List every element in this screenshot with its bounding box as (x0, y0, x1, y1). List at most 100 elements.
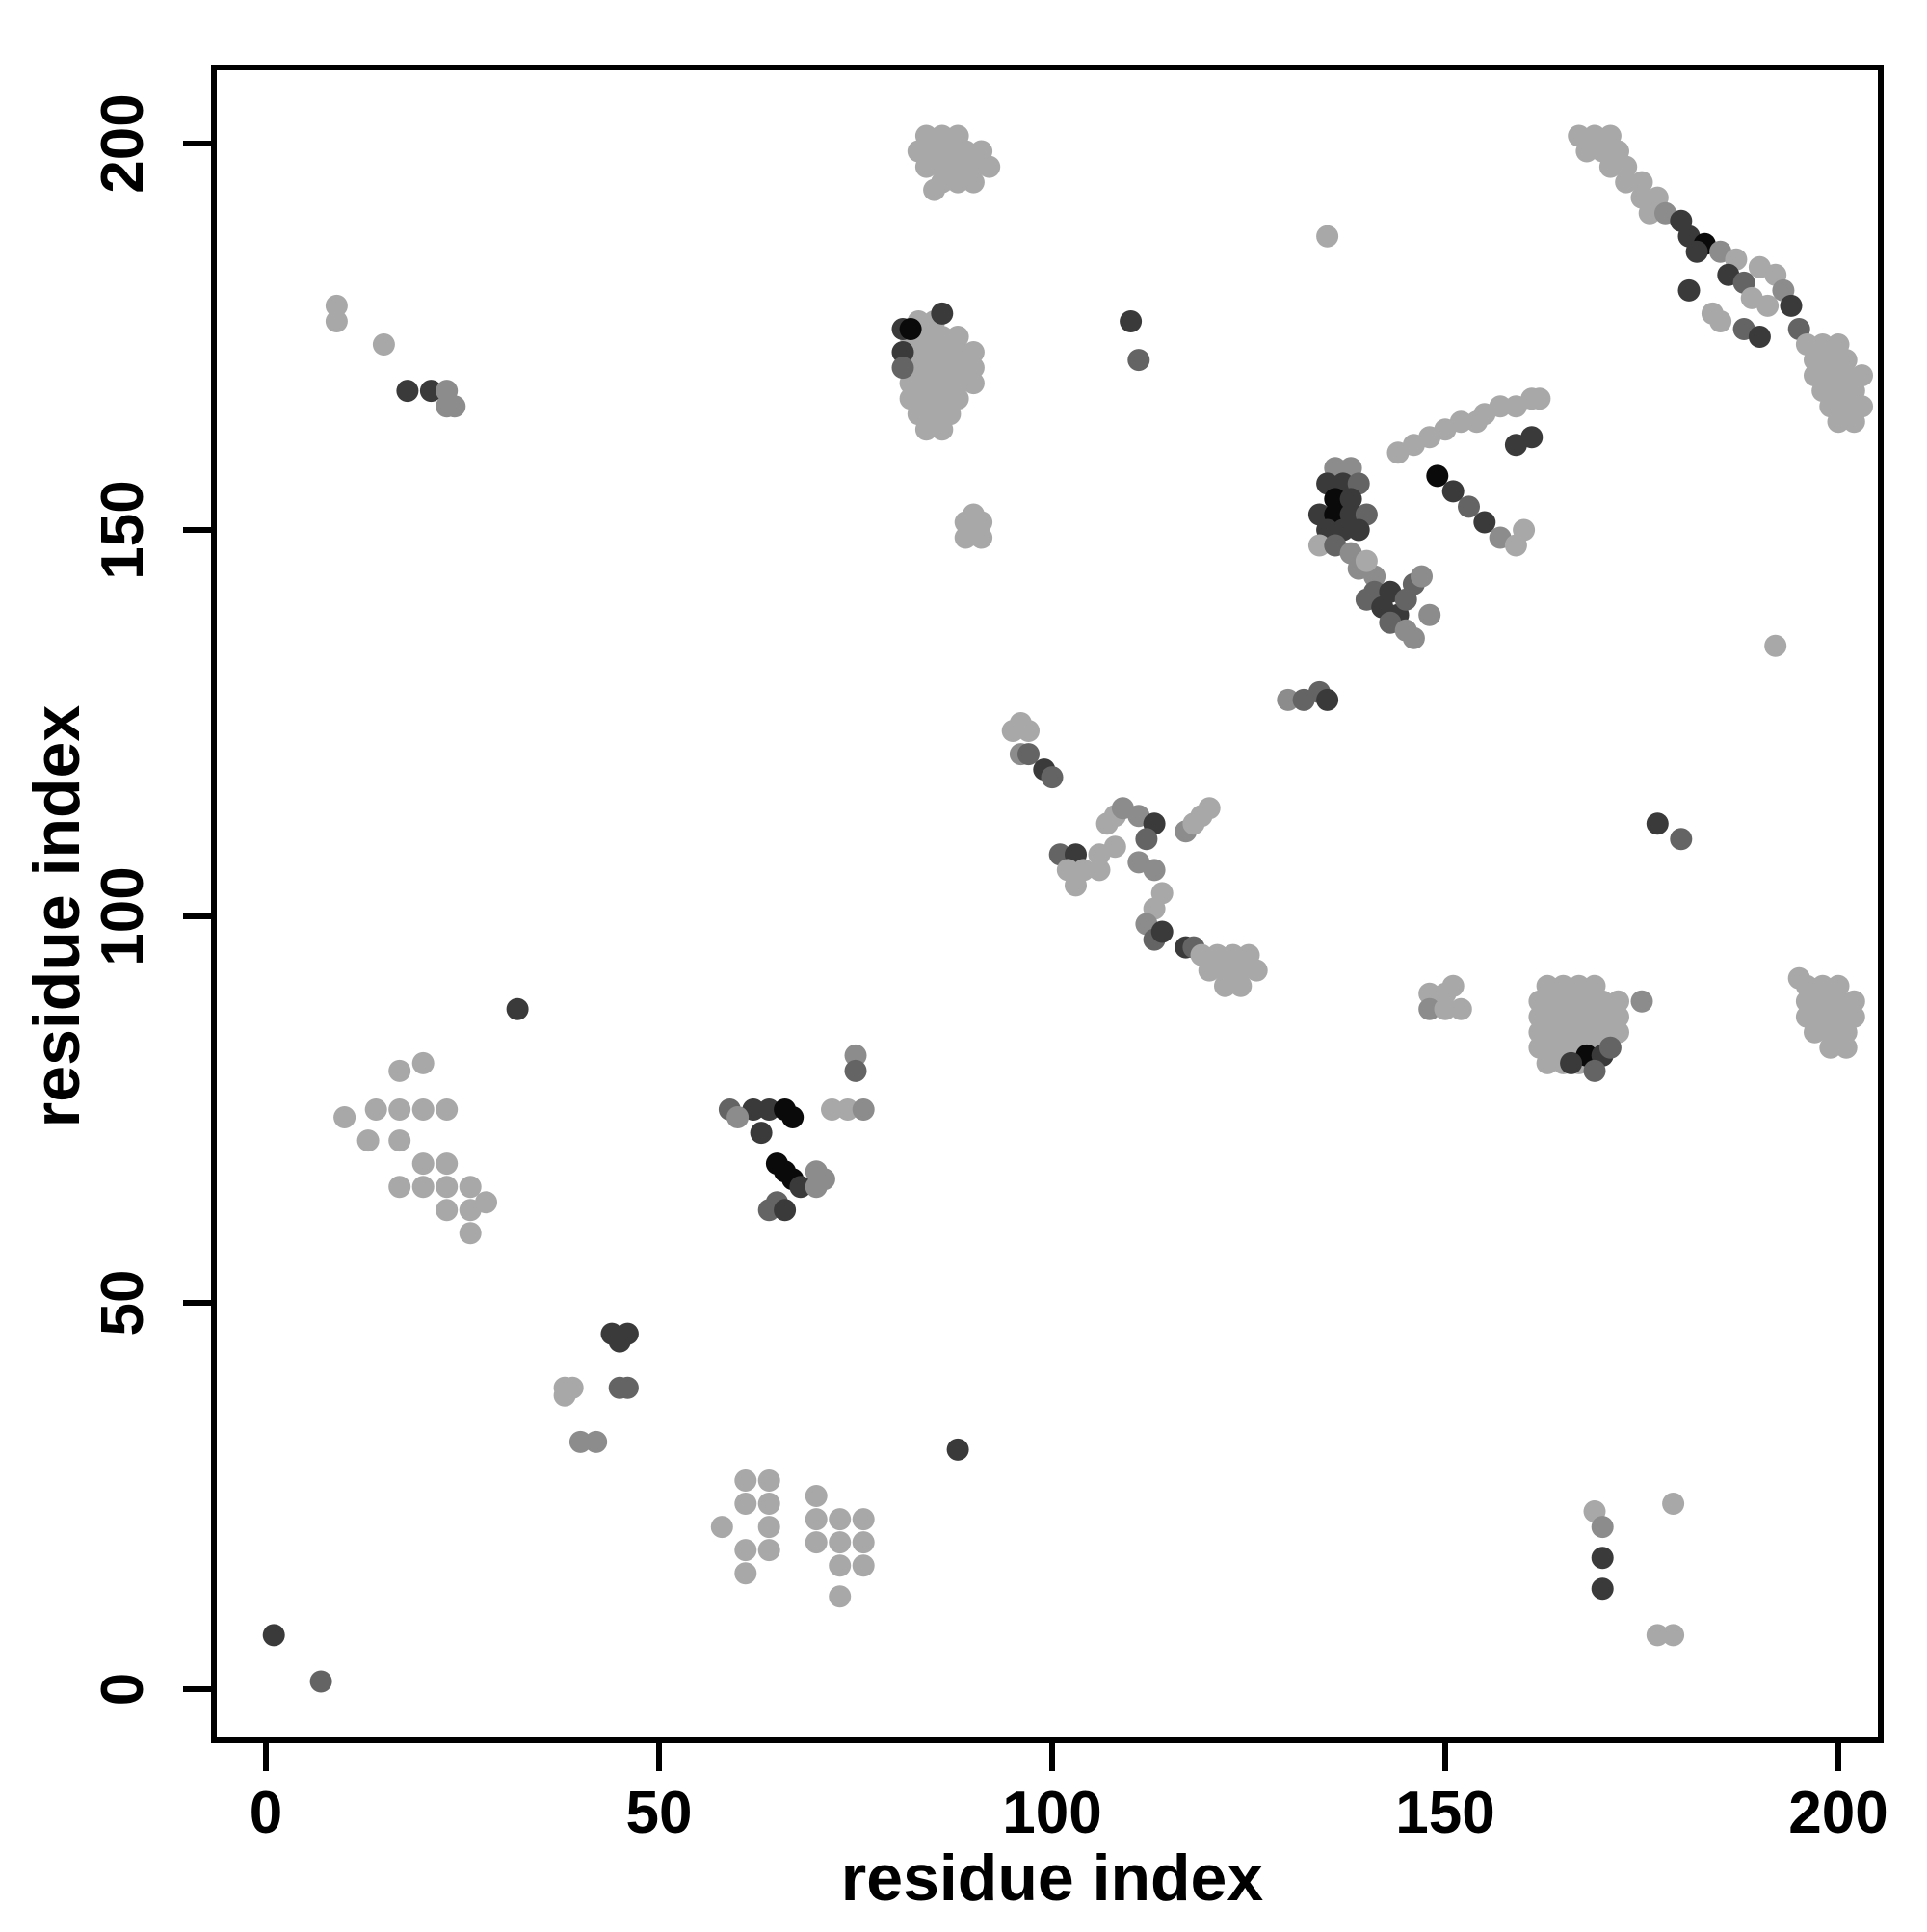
data-point (1544, 1020, 1567, 1044)
data-point (789, 1176, 812, 1199)
data-point (1677, 278, 1701, 302)
data-point (1316, 688, 1339, 711)
data-point (262, 1624, 285, 1647)
data-point (1150, 920, 1174, 943)
data-point (1630, 171, 1653, 194)
data-point (1811, 990, 1835, 1013)
data-point (1804, 349, 1826, 372)
data-point (1229, 959, 1253, 982)
data-point (1842, 410, 1865, 434)
data-point (411, 1051, 435, 1074)
data-point (931, 357, 954, 380)
data-point (1528, 1020, 1551, 1044)
data-point (506, 997, 529, 1020)
data-point (1418, 982, 1441, 1005)
data-point (1583, 1059, 1606, 1082)
data-point (750, 1122, 773, 1145)
data-point (1001, 720, 1024, 742)
data-point (774, 1199, 797, 1222)
y-tick-label: 100 (90, 866, 156, 966)
data-point (1607, 990, 1629, 1013)
data-point (1591, 1547, 1614, 1570)
data-point (946, 171, 969, 194)
data-point (1764, 634, 1787, 657)
data-point (1214, 959, 1236, 982)
data-point (1544, 990, 1567, 1013)
data-point (1355, 549, 1378, 572)
data-point (1088, 859, 1111, 882)
data-point (1402, 626, 1425, 649)
data-point (1748, 326, 1771, 348)
data-point (734, 1469, 757, 1492)
data-point (1591, 1577, 1614, 1601)
data-point (891, 341, 914, 363)
data-point (1560, 1020, 1583, 1044)
data-point (436, 1098, 459, 1121)
data-point (962, 171, 985, 194)
data-point (325, 294, 348, 317)
data-point (1827, 410, 1850, 434)
data-point (899, 318, 922, 340)
data-point (419, 380, 442, 403)
x-tick-label: 0 (250, 1780, 282, 1846)
data-point (1041, 766, 1064, 789)
data-point (1449, 410, 1472, 434)
data-point (970, 526, 993, 549)
data-point (388, 1129, 411, 1152)
data-point (1835, 349, 1858, 372)
data-point (931, 341, 954, 363)
x-tick-label: 100 (1002, 1780, 1101, 1846)
data-point (1819, 1020, 1842, 1044)
data-point (1127, 349, 1150, 372)
data-point (710, 1516, 733, 1539)
data-point (1598, 1036, 1622, 1059)
data-point (1709, 310, 1732, 332)
data-point (978, 155, 1001, 178)
data-point (757, 1199, 780, 1222)
data-point (821, 1098, 843, 1121)
data-point (852, 1098, 875, 1121)
data-point (1536, 1051, 1559, 1074)
data-point (1520, 426, 1544, 449)
data-point (829, 1554, 852, 1577)
data-point (891, 357, 914, 380)
data-point (1575, 140, 1598, 163)
data-point (459, 1222, 482, 1245)
data-point (411, 1152, 435, 1176)
data-point (1441, 974, 1465, 997)
data-point (1827, 974, 1850, 997)
data-point (411, 1176, 435, 1199)
data-point (757, 1469, 780, 1492)
data-point (411, 1098, 435, 1121)
data-point (1095, 812, 1119, 835)
data-point (388, 1059, 411, 1082)
data-point (325, 310, 348, 332)
data-point (1685, 240, 1708, 263)
data-point (1638, 201, 1661, 225)
data-point (829, 1508, 852, 1531)
data-point (364, 1098, 387, 1121)
data-point (1528, 387, 1551, 410)
data-point (585, 1430, 608, 1453)
data-point (1662, 1493, 1685, 1515)
plot-border (211, 65, 1884, 1743)
data-point (923, 178, 946, 201)
data-point (1591, 1516, 1614, 1539)
data-point (1756, 294, 1780, 317)
x-tick-label: 150 (1395, 1780, 1494, 1846)
data-point (1528, 990, 1551, 1013)
data-point (1489, 395, 1512, 418)
data-point (946, 155, 969, 178)
data-point (844, 1044, 867, 1067)
data-point (946, 326, 969, 348)
data-point (1277, 688, 1300, 711)
data-point (1120, 310, 1143, 332)
data-point (1630, 990, 1653, 1013)
data-point (333, 1106, 356, 1128)
data-point (931, 372, 954, 395)
data-point (1615, 171, 1638, 194)
data-point (1591, 1005, 1614, 1028)
data-point (962, 155, 985, 178)
data-point (1347, 518, 1370, 542)
